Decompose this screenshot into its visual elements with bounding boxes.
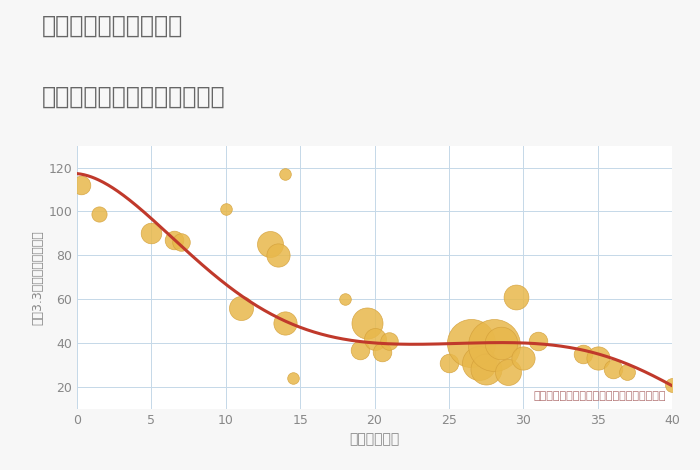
Point	[443, 359, 454, 367]
Point	[473, 359, 484, 367]
Point	[488, 342, 499, 349]
Point	[287, 375, 298, 382]
Point	[607, 366, 618, 373]
Point	[592, 355, 603, 362]
Point	[279, 171, 291, 178]
Point	[279, 320, 291, 327]
Point	[577, 350, 588, 358]
Point	[518, 355, 529, 362]
Point	[354, 346, 365, 353]
Text: 築年数別中古マンション価格: 築年数別中古マンション価格	[42, 85, 225, 109]
Point	[146, 230, 157, 237]
Point	[76, 181, 87, 189]
Point	[384, 337, 395, 345]
Point	[220, 205, 231, 213]
Text: 円の大きさは、取引のあった物件面積を示す: 円の大きさは、取引のあった物件面積を示す	[533, 391, 666, 401]
Point	[377, 348, 388, 356]
Point	[265, 241, 276, 248]
Point	[361, 320, 372, 327]
Point	[480, 366, 491, 373]
Point	[466, 339, 477, 347]
Point	[622, 368, 633, 376]
Text: 兵庫県姫路市大塩町の: 兵庫県姫路市大塩町の	[42, 14, 183, 38]
X-axis label: 築年数（年）: 築年数（年）	[349, 432, 400, 446]
Point	[496, 339, 507, 347]
Point	[533, 337, 544, 345]
Point	[235, 304, 246, 312]
Point	[369, 335, 380, 343]
Point	[339, 296, 350, 303]
Y-axis label: 坪（3.3㎡）単価（万円）: 坪（3.3㎡）単価（万円）	[31, 230, 44, 325]
Point	[272, 251, 284, 259]
Point	[510, 293, 522, 301]
Point	[503, 368, 514, 376]
Point	[176, 238, 187, 246]
Point	[666, 381, 678, 389]
Point	[94, 210, 105, 218]
Point	[168, 236, 179, 244]
